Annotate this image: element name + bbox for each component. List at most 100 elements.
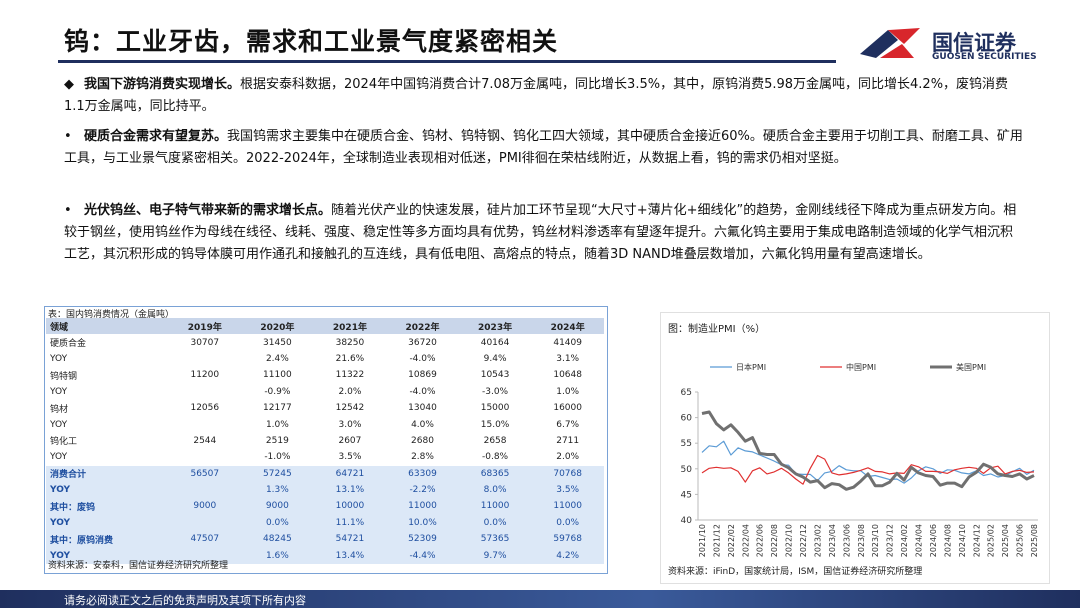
logo-mark (860, 28, 920, 58)
x-tick-label: 2023/06 (842, 524, 851, 557)
bullet: • 光伏钨丝、电子特气带来新的需求增长点。随着光伏产业的快速发展，硅片加工环节呈现… (64, 200, 1024, 266)
table-cell: 11100 (263, 370, 292, 381)
table-cell: 1.0% (265, 419, 289, 430)
x-tick-label: 2022/06 (756, 524, 765, 557)
table-cell: 钨特钢 (50, 371, 78, 382)
table-cell: YOY (46, 547, 169, 564)
table-cell: YOY (46, 514, 169, 532)
table-cell: 8.0% (458, 481, 532, 499)
chart: 图：制造业PMI（%） 资料来源：iFinD，国家统计局，ISM，国信证券经济研究… (660, 312, 1050, 584)
table-cell: 63309 (386, 465, 459, 482)
table-cell: -2.2% (386, 481, 459, 499)
table-cell: 3.1% (556, 353, 580, 364)
table-cell: 59768 (531, 531, 604, 548)
table-cell: 64721 (313, 465, 387, 482)
table-cell: -4.0% (409, 386, 436, 397)
x-tick-label: 2024/02 (900, 524, 909, 557)
x-tick-label: 2022/10 (785, 524, 794, 557)
table-cell: YOY (46, 481, 169, 499)
table-row: 消费合计 56507 57245 64721 63309 68365 70768 (46, 465, 604, 482)
table-row: 硬质合金 30707 31450 38250 36720 40164 41409 (46, 334, 604, 350)
table-source: 资料来源：安泰科，国信证券经济研究所整理 (48, 561, 229, 571)
table-cell: 2607 (338, 435, 362, 446)
table-cell: 68365 (458, 465, 532, 482)
logo-text: 国信证券 (932, 31, 1016, 55)
table-row: YOY 1.0% 3.0% 4.0% 15.0% 6.7% (46, 416, 604, 432)
bullet-body: 随着光伏产业的快速发展，硅片加工环节呈现“大尺寸+薄片化+细线化”的趋势，金刚线… (64, 203, 1017, 262)
table-header-cell: 2020年 (241, 318, 314, 335)
bullet-lead: 硬质合金需求有望复苏。 (84, 129, 228, 144)
y-tick-label: 55 (681, 439, 692, 449)
table-cell: 11.1% (313, 514, 387, 532)
table-cell: 48245 (241, 531, 314, 548)
table-row: YOY 1.6% 13.4% -4.4% 9.7% 4.2% (46, 547, 604, 564)
table-cell: 0.0% (458, 514, 532, 532)
x-tick-label: 2022/02 (727, 524, 736, 557)
x-tick-label: 2025/02 (987, 524, 996, 557)
table-header-cell: 2022年 (386, 318, 459, 335)
bullet-marker: ◆ (64, 77, 74, 92)
x-tick-label: 2025/04 (1001, 524, 1010, 557)
table-cell: 其中：原钨消费 (46, 531, 169, 548)
bullet-lead: 光伏钨丝、电子特气带来新的需求增长点。 (84, 203, 332, 218)
x-tick-label: 2022/12 (799, 524, 808, 557)
table-cell: 9000 (241, 498, 314, 515)
table-cell: 3.5% (531, 481, 604, 499)
table-cell: 13040 (408, 403, 437, 414)
bullet: ◆ 我国下游钨消费实现增长。根据安泰科数据，2024年中国钨消费合计7.08万金属… (64, 74, 1024, 118)
table-cell: 13.1% (313, 481, 387, 499)
table-cell: 3.5% (338, 452, 362, 463)
table-cell: 15.0% (480, 419, 510, 430)
table-cell: 40164 (480, 337, 510, 348)
table-cell: 3.0% (338, 419, 362, 430)
footer-bar (0, 590, 1080, 608)
table-header-cell: 2024年 (531, 318, 604, 335)
y-tick-label: 65 (681, 388, 692, 398)
bullet-body: 我国钨需求主要集中在硬质合金、钨材、钨特钢、钨化工四大领域，其中硬质合金接近60… (64, 129, 1023, 166)
table-row: 钨特钢 11200 11100 11322 10869 10543 10648 (46, 367, 604, 383)
table-cell: 15000 (480, 403, 510, 414)
table-cell: -4.0% (409, 353, 436, 364)
table-cell: 9000 (168, 498, 242, 515)
y-tick-label: 50 (681, 465, 693, 475)
table-cell: 54721 (313, 531, 387, 548)
x-tick-label: 2024/08 (943, 524, 952, 557)
table-cell: -1.0% (264, 452, 291, 463)
x-tick-label: 2024/12 (972, 524, 981, 557)
line-series (701, 410, 1035, 491)
table-cell: 10869 (408, 370, 437, 381)
table-cell: 1.0% (556, 386, 580, 397)
table-cell: 4.2% (531, 547, 604, 564)
table-cell: 2.4% (265, 353, 289, 364)
table-cell: 9.7% (458, 547, 532, 564)
table-empty-cell (169, 384, 242, 400)
table-cell: 2658 (483, 435, 507, 446)
table-cell: 1.6% (241, 547, 314, 564)
bullet: • 硬质合金需求有望复苏。我国钨需求主要集中在硬质合金、钨材、钨特钢、钨化工四大领… (64, 126, 1024, 170)
table-cell: 6.7% (556, 419, 580, 430)
x-tick-label: 2023/08 (857, 524, 866, 557)
table-cell: 钨材 (50, 404, 69, 415)
legend-label: 日本PMI (736, 362, 766, 372)
table-cell: -0.8% (482, 452, 509, 463)
table-cell: 10.0% (386, 514, 459, 532)
x-tick-label: 2021/10 (698, 524, 707, 557)
table-cell: 52309 (386, 531, 459, 548)
table-row: 其中：废钨 9000 9000 10000 11000 11000 11000 (46, 498, 604, 515)
x-tick-label: 2023/10 (871, 524, 880, 557)
table-empty-cell (169, 416, 242, 432)
table-cell: 2544 (193, 435, 217, 446)
table-cell: 57245 (241, 465, 314, 482)
table-cell: 2711 (556, 435, 580, 446)
x-tick-label: 2024/10 (958, 524, 967, 557)
legend-label: 美国PMI (956, 362, 986, 372)
table-header-cell: 2023年 (458, 318, 532, 335)
table-cell: 2519 (265, 435, 289, 446)
table-row: YOY -0.9% 2.0% -4.0% -3.0% 1.0% (46, 384, 604, 400)
table-cell: 0.0% (241, 514, 314, 532)
table-header-cell: 领域 (46, 318, 169, 335)
table-cell: 70768 (531, 465, 604, 482)
table-cell: 16000 (553, 403, 582, 414)
table-empty-cell (168, 481, 242, 499)
